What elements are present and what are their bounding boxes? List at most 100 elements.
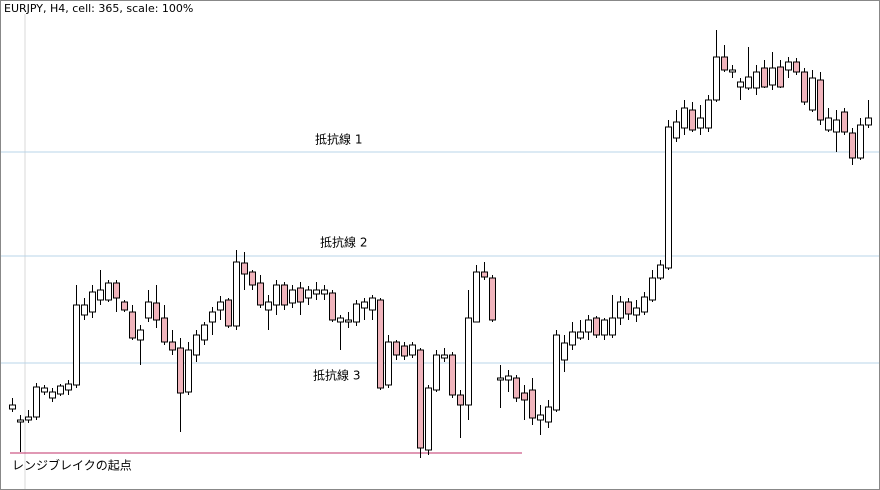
candle-body	[585, 319, 592, 333]
candle-body	[617, 301, 624, 319]
candle-body	[849, 132, 856, 159]
candle-body	[793, 61, 800, 73]
candle-body	[145, 301, 152, 319]
level-label: レンジブレイクの起点	[12, 458, 132, 473]
level-label: 抵抗線 2	[320, 235, 367, 250]
candle-body	[417, 349, 424, 449]
candle-body	[257, 282, 264, 306]
candle-body	[865, 117, 872, 126]
candle-body	[697, 117, 704, 129]
candle-body	[505, 375, 512, 381]
candle-body	[209, 311, 216, 323]
candle-body	[89, 291, 96, 313]
candle-body	[361, 301, 368, 309]
candle-body	[481, 271, 488, 278]
candle-body	[465, 317, 472, 406]
candle-body	[113, 282, 120, 299]
candle-body	[513, 377, 520, 399]
candle-body	[25, 416, 32, 421]
candle-body	[737, 81, 744, 88]
candle-body	[249, 271, 256, 286]
candle-body	[761, 67, 768, 88]
candle-body	[129, 311, 136, 339]
candle-body	[817, 79, 824, 121]
candle-body	[105, 282, 112, 301]
candle-body	[553, 334, 560, 411]
candle-body	[473, 271, 480, 323]
candle-body	[489, 277, 496, 321]
candle-body	[57, 385, 64, 395]
candle-body	[609, 317, 616, 336]
candle-body	[369, 297, 376, 311]
candle-body	[385, 341, 392, 386]
candle-body	[65, 383, 72, 391]
candle-body	[121, 301, 128, 311]
candle-body	[201, 324, 208, 341]
candle-body	[753, 71, 760, 89]
candle-body	[441, 354, 448, 359]
candle-body	[329, 292, 336, 321]
candle-body	[73, 304, 80, 386]
candle-body	[49, 391, 56, 399]
candle-body	[337, 317, 344, 323]
chart-title: EURJPY, H4, cell: 365, scale: 100%	[4, 2, 193, 15]
candle-body	[185, 349, 192, 393]
candle-body	[233, 261, 240, 327]
candle-body	[217, 301, 224, 311]
level-label: 抵抗線 3	[313, 368, 360, 383]
candle-body	[401, 345, 408, 357]
candle-body	[9, 404, 16, 410]
candle-body	[377, 299, 384, 389]
candle-body	[273, 284, 280, 306]
candle-body	[545, 406, 552, 423]
candle-body	[305, 289, 312, 299]
candle-body	[345, 319, 352, 323]
candle-body	[497, 377, 504, 381]
candle-body	[729, 69, 736, 73]
candle-body	[633, 307, 640, 316]
candle-body	[777, 66, 784, 88]
candle-body	[769, 67, 776, 86]
candle-body	[537, 414, 544, 421]
candle-body	[313, 289, 320, 295]
candle-body	[177, 347, 184, 394]
candle-body	[433, 354, 440, 391]
candle-body	[801, 71, 808, 103]
candle-body	[601, 319, 608, 336]
candle-body	[297, 287, 304, 303]
candle-body	[673, 121, 680, 139]
candle-body	[745, 76, 752, 89]
level-label: 抵抗線 1	[315, 132, 362, 147]
candle-body	[841, 111, 848, 133]
candle-body	[529, 389, 536, 419]
candle-body	[425, 387, 432, 451]
candle-body	[681, 107, 688, 129]
candle-body	[281, 284, 288, 306]
candle-body	[153, 302, 160, 321]
candle-body	[665, 126, 672, 269]
candle-body	[409, 344, 416, 356]
candle-body	[169, 341, 176, 351]
candle-body	[625, 301, 632, 315]
candle-body	[785, 61, 792, 71]
candle-body	[521, 392, 528, 401]
candle-body	[393, 341, 400, 356]
candle-body	[713, 56, 720, 101]
candle-body	[593, 317, 600, 336]
candle-body	[265, 301, 272, 311]
candle-body	[721, 56, 728, 71]
candle-body	[649, 277, 656, 301]
candle-body	[689, 109, 696, 131]
candle-body	[657, 264, 664, 279]
candle-body	[289, 289, 296, 304]
candle-body	[193, 334, 200, 356]
candle-body	[833, 119, 840, 133]
candle-body	[81, 304, 88, 316]
candle-body	[17, 419, 24, 423]
candle-body	[561, 342, 568, 361]
candle-body	[41, 387, 48, 393]
candle-body	[241, 262, 248, 275]
candle-body	[857, 124, 864, 159]
